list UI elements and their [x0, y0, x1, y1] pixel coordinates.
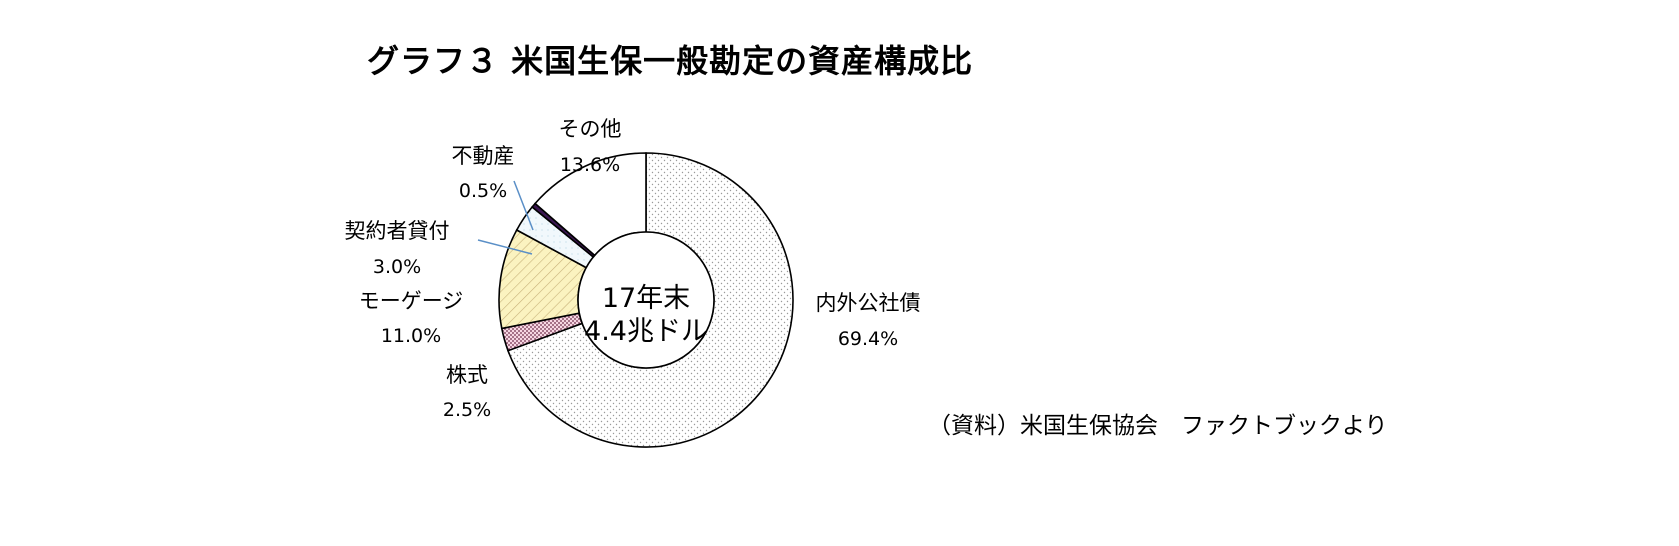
center-label-line2: 4.4兆ドル: [584, 316, 708, 347]
slice-value-label: 3.0%: [373, 256, 421, 278]
slice-value-label: 69.4%: [838, 328, 898, 350]
donut-hole: [577, 231, 715, 369]
slice-labels: 内外公社債 69.4% 株式 2.5% モーゲージ 11.0% 契約者貸付 3.0% 不動産 0.…: [345, 117, 921, 421]
slice-value-label: 2.5%: [443, 399, 491, 421]
slice-name-label: 不動産: [452, 144, 515, 168]
slice-name-label: 契約者貸付: [345, 219, 450, 243]
leader-line: [513, 180, 534, 231]
center-label-line1: 17年末: [602, 283, 690, 314]
slice-name-label: モーゲージ: [359, 289, 464, 313]
slice-value-label: 13.6%: [560, 154, 620, 176]
chart-title: グラフ３ 米国生保一般勘定の資産構成比: [367, 42, 974, 80]
slice-value-label: 11.0%: [381, 325, 441, 347]
center-label: 17年末 4.4兆ドル: [584, 283, 708, 347]
slice-name-label: その他: [559, 117, 622, 141]
source-note: （資料）米国生保協会 ファクトブックより: [928, 413, 1388, 439]
slice-name-label: 株式: [446, 363, 488, 387]
leader-lines: [477, 180, 534, 255]
slices-group: [498, 152, 794, 448]
leader-line: [477, 239, 533, 255]
slice-value-label: 0.5%: [459, 180, 507, 202]
slice-name-label: 内外公社債: [816, 291, 921, 315]
